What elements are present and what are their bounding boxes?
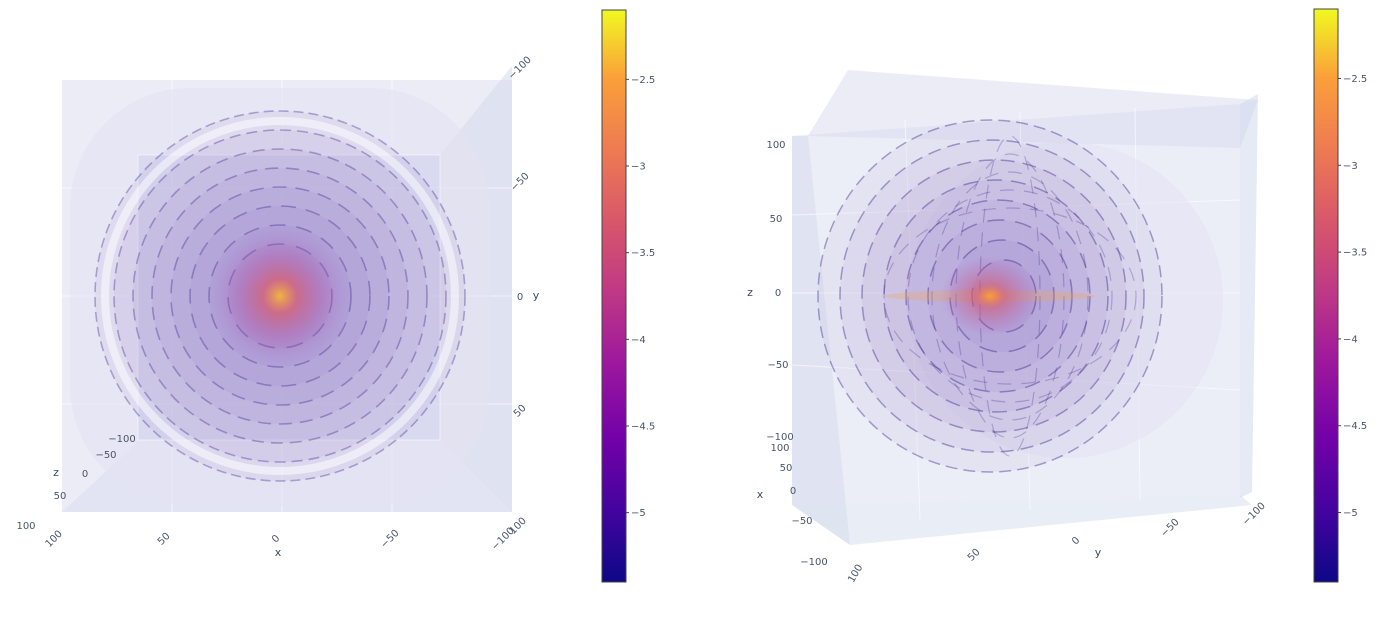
y-tick-right: 0 [1070, 535, 1082, 547]
z-tick-left: 0 [82, 469, 88, 480]
colorbar-tick-label: −4 [1343, 334, 1358, 345]
z-tick-right: −50 [767, 360, 788, 371]
core-left [210, 226, 350, 366]
colorbar-tick-label: −5 [631, 508, 646, 519]
x-tick-right: −50 [791, 516, 812, 527]
isosurface-slice-ring [907, 189, 1113, 403]
z-axis-label-left: z [53, 466, 59, 479]
colorbar-right-ticks: −2.5 −3 −3.5 −4 −4.5 −5 [1338, 74, 1367, 519]
y-tick-right: 100 [846, 563, 865, 585]
colorbar-tick-label: −3 [631, 162, 646, 173]
z-tick-left: 100 [16, 521, 35, 532]
y-tick-right: 50 [966, 547, 983, 564]
y-tick-left: −50 [509, 171, 532, 194]
isosurface-slice-ring [883, 207, 1137, 385]
z-tick-left: −100 [108, 434, 135, 445]
y-tick-right: −50 [1159, 517, 1182, 540]
colorbar-tick-label: −3.5 [1343, 248, 1367, 259]
outer-shell-right-2 [907, 142, 1223, 458]
colorbar-left-ticks: −2.5 −3 −3.5 −4 −4.5 −5 [626, 75, 655, 519]
colorbar-tick-label: −3.5 [631, 248, 655, 259]
floor-wall [792, 495, 1252, 545]
colorbar-left: −2.5 −3 −3.5 −4 −4.5 −5 [601, 9, 655, 583]
core-right [940, 256, 1040, 336]
colorbar-right: −2.5 −3 −3.5 −4 −4.5 −5 [1313, 8, 1367, 583]
z-tick-right: 50 [770, 214, 783, 225]
front-side [792, 136, 850, 545]
volume-plot-right[interactable]: 100 50 0 −50 −100 z 100 50 0 −50 −100 x … [747, 70, 1268, 585]
x-tick-left: −50 [379, 528, 402, 551]
y-tick-left: 0 [517, 292, 523, 303]
x-tick-right: 50 [780, 463, 793, 474]
z-axis-label-right: z [747, 286, 753, 299]
colorbar-tick-label: −4.5 [631, 422, 655, 433]
colorbar-tick-label: −2.5 [1343, 74, 1367, 85]
x-tick-left: 0 [270, 533, 282, 545]
isosurface-slice-ring [931, 171, 1089, 421]
z-tick-right: 0 [775, 288, 781, 299]
colorbar-tick-label: −3 [1343, 161, 1358, 172]
colorbar-tick-label: −5 [1343, 508, 1358, 519]
volume-plot-left[interactable]: 100 50 0 −50 −100 x −100 −50 0 50 100 y … [16, 55, 539, 559]
shell-highlight-ring [101, 117, 459, 475]
x-tick-right: 0 [790, 486, 796, 497]
x-axis-label-right: x [757, 488, 764, 501]
y-axis-label-right: y [1095, 546, 1102, 559]
x-tick-left: 50 [156, 531, 173, 548]
colorbar-right-gradient [1313, 8, 1339, 583]
x-axis-label-left: x [275, 546, 282, 559]
colorbar-tick-label: −2.5 [631, 75, 655, 86]
colorbar-tick-label: −4.5 [1343, 421, 1367, 432]
right-wall [1240, 94, 1258, 498]
x-tick-left: 100 [44, 529, 65, 550]
y-tick-left: 50 [512, 403, 529, 420]
z-tick-left: 50 [54, 491, 67, 502]
z-tick-left: −50 [95, 450, 116, 461]
x-tick-right: 100 [770, 443, 789, 454]
colorbar-left-gradient [601, 9, 627, 583]
y-axis-label-left: y [533, 289, 540, 302]
colorbar-tick-label: −4 [631, 335, 646, 346]
x-tick-right: −100 [800, 557, 827, 568]
z-tick-right: 100 [766, 140, 785, 151]
z-tick-right: −100 [766, 432, 793, 443]
